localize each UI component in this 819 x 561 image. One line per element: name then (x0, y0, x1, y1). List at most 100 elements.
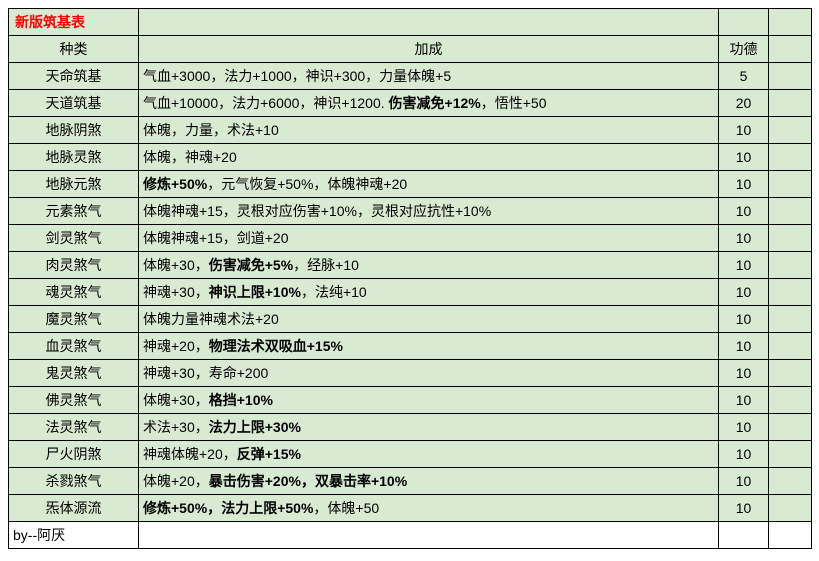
row-spacer (769, 360, 812, 387)
type-cell: 地脉灵煞 (9, 144, 139, 171)
row-spacer (769, 171, 812, 198)
bonus-text: 体魄神魂+15，剑道+20 (143, 230, 289, 246)
merit-cell: 10 (719, 441, 769, 468)
footer-spacer (719, 522, 769, 549)
title-spacer-1 (139, 9, 719, 36)
bonus-cell: 体魄，神魂+20 (139, 144, 719, 171)
table-row: 法灵煞气术法+30，法力上限+30%10 (9, 414, 812, 441)
merit-cell: 10 (719, 198, 769, 225)
merit-cell: 10 (719, 225, 769, 252)
bonus-text: 体魄，神魂+20 (143, 149, 237, 165)
table-row: 剑灵煞气体魄神魂+15，剑道+20 10 (9, 225, 812, 252)
merit-cell: 10 (719, 306, 769, 333)
row-spacer (769, 225, 812, 252)
bonus-text: 神识上限+10% (209, 284, 301, 300)
table-title: 新版筑基表 (9, 9, 139, 36)
bonus-cell: 体魄神魂+15，灵根对应伤害+10%，灵根对应抗性+10% (139, 198, 719, 225)
merit-cell: 10 (719, 387, 769, 414)
bonus-text: 体魄神魂+15，灵根对应伤害+10%，灵根对应抗性+10% (143, 203, 491, 219)
bonus-text: 伤害减免+5% (209, 257, 293, 273)
bonus-text: 物理法术双吸血+15% (209, 338, 343, 354)
type-cell: 法灵煞气 (9, 414, 139, 441)
zhujia-table: 新版筑基表 种类 加成 功德 天命筑基气血+3000，法力+1000，神识+30… (8, 8, 812, 549)
row-spacer (769, 252, 812, 279)
type-cell: 鬼灵煞气 (9, 360, 139, 387)
table-row: 地脉阴煞体魄，力量，术法+1010 (9, 117, 812, 144)
row-spacer (769, 414, 812, 441)
bonus-cell: 神魂体魄+20，反弹+15% (139, 441, 719, 468)
bonus-text: ，经脉+10 (293, 257, 359, 273)
bonus-text: 气血+3000，法力+1000，神识+300，力量体魄+5 (143, 68, 451, 84)
bonus-text: 修炼+50% (143, 176, 207, 192)
type-cell: 魂灵煞气 (9, 279, 139, 306)
type-cell: 天命筑基 (9, 63, 139, 90)
bonus-text: ，法纯+10 (301, 284, 367, 300)
bonus-cell: 修炼+50%，元气恢复+50%，体魄神魂+20 (139, 171, 719, 198)
type-cell: 尸火阴煞 (9, 441, 139, 468)
bonus-text: ，悟性+50 (481, 95, 547, 111)
footer-row: by--阿厌 (9, 522, 812, 549)
bonus-text: 神魂+20， (143, 338, 209, 354)
footer-spacer (769, 522, 812, 549)
merit-cell: 10 (719, 279, 769, 306)
table-row: 血灵煞气神魂+20，物理法术双吸血+15%10 (9, 333, 812, 360)
type-cell: 佛灵煞气 (9, 387, 139, 414)
table-row: 肉灵煞气体魄+30，伤害减免+5%，经脉+1010 (9, 252, 812, 279)
row-spacer (769, 306, 812, 333)
table-row: 尸火阴煞神魂体魄+20，反弹+15%10 (9, 441, 812, 468)
bonus-text: ，体魄+50 (313, 500, 379, 516)
bonus-text: 神魂体魄+20， (143, 446, 237, 462)
type-cell: 杀戮煞气 (9, 468, 139, 495)
bonus-cell: 气血+3000，法力+1000，神识+300，力量体魄+5 (139, 63, 719, 90)
bonus-cell: 体魄力量神魂术法+20 (139, 306, 719, 333)
table-row: 鬼灵煞气神魂+30，寿命+20010 (9, 360, 812, 387)
bonus-text: 神魂+30， (143, 284, 209, 300)
footer-author: by--阿厌 (9, 522, 139, 549)
merit-cell: 10 (719, 468, 769, 495)
bonus-text: 格挡+10% (209, 392, 273, 408)
bonus-cell: 术法+30，法力上限+30% (139, 414, 719, 441)
type-cell: 剑灵煞气 (9, 225, 139, 252)
row-spacer (769, 468, 812, 495)
type-cell: 元素煞气 (9, 198, 139, 225)
table-row: 炁体源流修炼+50%，法力上限+50%，体魄+5010 (9, 495, 812, 522)
merit-cell: 10 (719, 252, 769, 279)
table-row: 地脉灵煞体魄，神魂+20 10 (9, 144, 812, 171)
table-row: 魔灵煞气体魄力量神魂术法+2010 (9, 306, 812, 333)
type-cell: 地脉元煞 (9, 171, 139, 198)
table-row: 地脉元煞修炼+50%，元气恢复+50%，体魄神魂+2010 (9, 171, 812, 198)
merit-cell: 10 (719, 333, 769, 360)
bonus-text: ，元气恢复+50%，体魄神魂+20 (207, 176, 407, 192)
table-row: 魂灵煞气神魂+30，神识上限+10%，法纯+10 10 (9, 279, 812, 306)
row-spacer (769, 333, 812, 360)
table-row: 佛灵煞气体魄+30，格挡+10%10 (9, 387, 812, 414)
title-spacer-3 (769, 9, 812, 36)
type-cell: 天道筑基 (9, 90, 139, 117)
merit-cell: 20 (719, 90, 769, 117)
table-row: 杀戮煞气体魄+20，暴击伤害+20%，双暴击率+10%10 (9, 468, 812, 495)
bonus-cell: 神魂+20，物理法术双吸血+15% (139, 333, 719, 360)
row-spacer (769, 117, 812, 144)
merit-cell: 10 (719, 171, 769, 198)
header-spacer (769, 36, 812, 63)
type-cell: 肉灵煞气 (9, 252, 139, 279)
bonus-cell: 体魄+30，伤害减免+5%，经脉+10 (139, 252, 719, 279)
row-spacer (769, 495, 812, 522)
merit-cell: 10 (719, 360, 769, 387)
type-cell: 地脉阴煞 (9, 117, 139, 144)
bonus-text: 修炼+50%，法力上限+50% (143, 500, 313, 516)
bonus-text: 体魄力量神魂术法+20 (143, 311, 279, 327)
merit-cell: 10 (719, 144, 769, 171)
row-spacer (769, 387, 812, 414)
merit-cell: 10 (719, 495, 769, 522)
bonus-text: 术法+30， (143, 419, 209, 435)
bonus-cell: 神魂+30，寿命+200 (139, 360, 719, 387)
header-type: 种类 (9, 36, 139, 63)
bonus-cell: 气血+10000，法力+6000，神识+1200. 伤害减免+12%，悟性+50 (139, 90, 719, 117)
bonus-cell: 体魄+30，格挡+10% (139, 387, 719, 414)
bonus-text: 体魄，力量，术法+10 (143, 122, 279, 138)
bonus-cell: 体魄，力量，术法+10 (139, 117, 719, 144)
bonus-cell: 修炼+50%，法力上限+50%，体魄+50 (139, 495, 719, 522)
bonus-text: 气血+10000，法力+6000，神识+1200. (143, 95, 389, 111)
title-spacer-2 (719, 9, 769, 36)
